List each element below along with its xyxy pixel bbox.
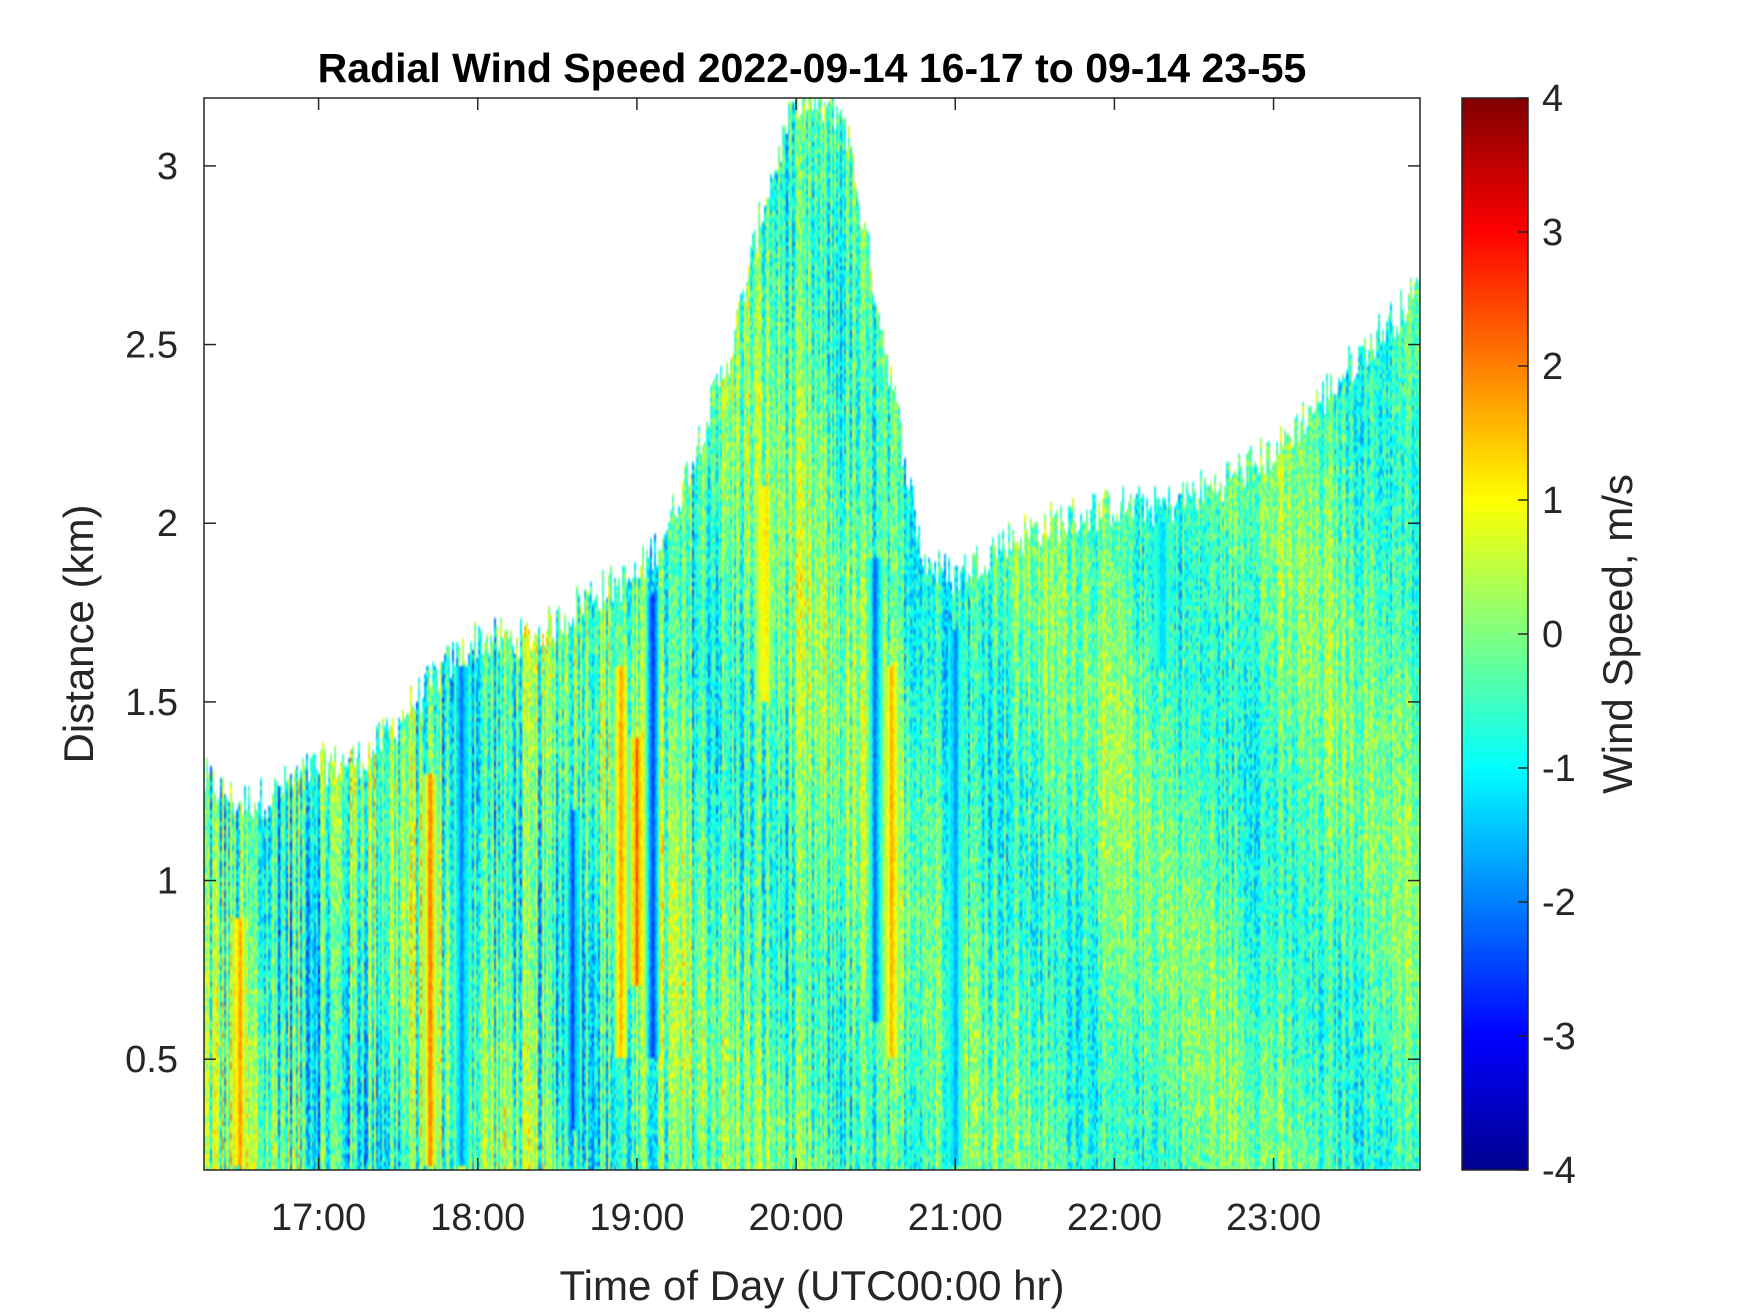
colorbar: -4 -3 -2 -1 0 1 2 3 4 Wind Speed, m/s [1461,78,1641,1192]
y-tick-label: 3 [157,146,178,188]
colorbar-tick-label: -1 [1542,748,1576,790]
colorbar-tick-label: -2 [1542,882,1576,924]
x-tick-label: 17:00 [271,1197,366,1239]
plot-frame [203,97,1421,1171]
colorbar-tick-label: -3 [1542,1016,1576,1058]
colorbar-tick-label: 3 [1542,212,1563,254]
y-tick-label: 2.5 [125,325,178,367]
x-axis-title: Time of Day (UTC00:00 hr) [560,1262,1065,1309]
y-axis-title: Distance (km) [55,504,102,763]
colorbar-tick-label: 1 [1542,480,1563,522]
colorbar-axis: -4 -3 -2 -1 0 1 2 3 4 [1518,78,1576,1192]
chart-title: Radial Wind Speed 2022-09-14 16-17 to 09… [318,45,1307,91]
colorbar-title: Wind Speed, m/s [1594,474,1641,794]
x-tick-label: 21:00 [908,1197,1003,1239]
x-tick-label: 20:00 [749,1197,844,1239]
y-tick-label: 2 [157,503,178,545]
colorbar-tick-label: 2 [1542,346,1563,388]
colorbar-gradient [1461,97,1529,1171]
y-tick-label: 1 [157,861,178,903]
colorbar-tick-label: 4 [1542,78,1563,120]
x-tick-label: 18:00 [430,1197,525,1239]
y-tick-label: 0.5 [125,1039,178,1081]
x-tick-label: 23:00 [1226,1197,1321,1239]
wind-speed-heatmap [204,98,1420,1170]
colorbar-tick-label: 0 [1542,614,1563,656]
heatmap-plot: 17:00 18:00 19:00 20:00 21:00 22:00 23:00 0.5 1… [125,97,1421,1239]
y-axis: 0.5 1 1.5 2 2.5 3 [125,146,1420,1081]
x-axis: 17:00 18:00 19:00 20:00 21:00 22:00 23:00 [271,98,1321,1239]
y-tick-label: 1.5 [125,682,178,724]
x-tick-label: 19:00 [589,1197,684,1239]
colorbar-tick-label: -4 [1542,1150,1576,1192]
x-tick-label: 22:00 [1067,1197,1162,1239]
